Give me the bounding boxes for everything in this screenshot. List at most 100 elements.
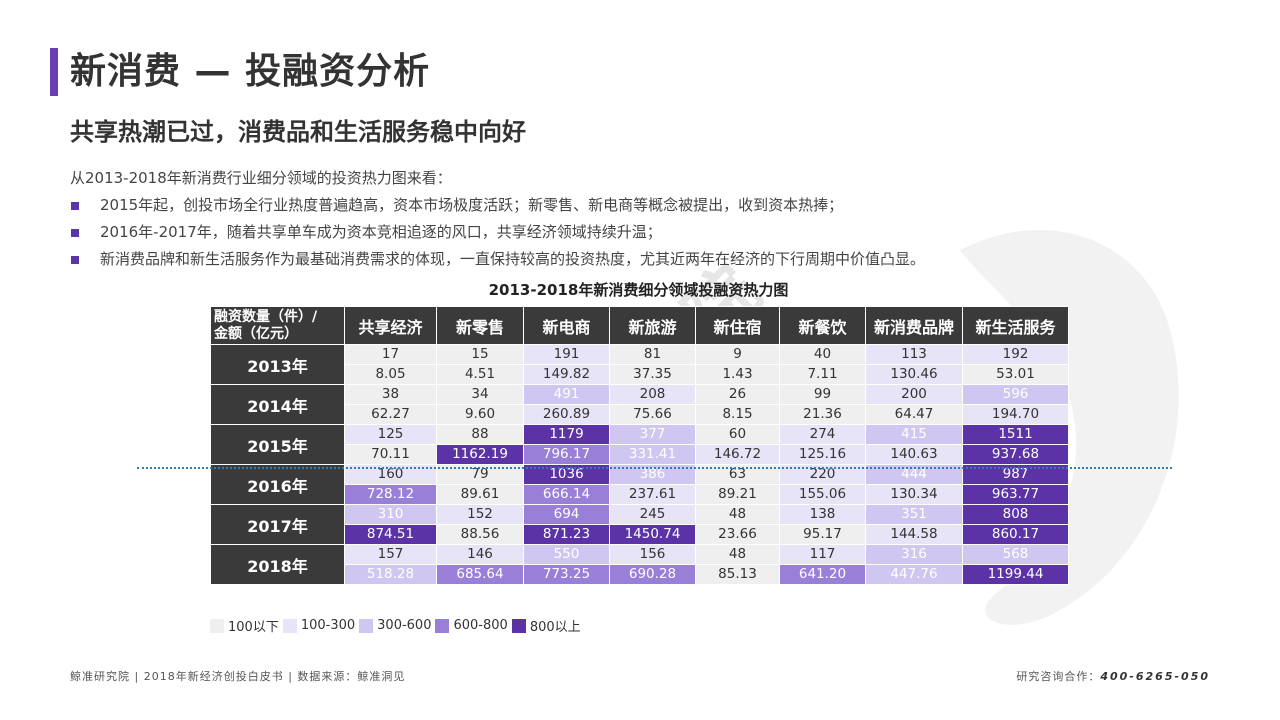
funding-count-cell: 191 — [523, 344, 610, 365]
legend-item: 800以上 — [511, 616, 581, 635]
funding-count-cell: 79 — [436, 464, 524, 485]
year-label: 2014年 — [210, 384, 345, 425]
funding-count-cell: 208 — [609, 384, 696, 405]
year-label: 2013年 — [210, 344, 345, 385]
funding-amount-cell: 37.35 — [609, 364, 696, 385]
funding-amount-cell: 155.06 — [779, 484, 866, 505]
funding-amount-cell: 64.47 — [865, 404, 963, 425]
funding-count-cell: 310 — [344, 504, 437, 525]
heatmap-row: 874.51 88.56 871.23 1450.74 23.66 95.17 144.58… — [211, 524, 1069, 545]
column-header: 新住宿 — [695, 306, 780, 345]
heatmap-row: 2014年 38 34 491 208 26 99 200 596 — [210, 384, 1069, 425]
funding-count-cell: 415 — [865, 424, 963, 445]
bullet-square-icon — [71, 256, 79, 264]
funding-count-cell: 200 — [865, 384, 963, 405]
funding-count-cell: 15 — [436, 344, 524, 365]
legend-label: 600-800 — [453, 618, 508, 633]
funding-amount-cell: 130.46 — [865, 364, 963, 385]
funding-amount-cell: 21.36 — [779, 404, 866, 425]
legend-label: 100以下 — [228, 620, 279, 635]
legend-swatch — [511, 618, 526, 633]
footer-source: 鲸准研究院 | 2018年新经济创投白皮书 | 数据来源：鲸准洞见 — [70, 670, 406, 683]
page-title: 新消费 — 投融资分析 — [70, 51, 431, 92]
funding-amount-cell: 194.70 — [962, 404, 1069, 425]
funding-count-cell: 40 — [779, 344, 866, 365]
heatmap-row: 2015年 125 88 1179 377 60 274 415 1511 — [210, 424, 1069, 465]
legend-swatch — [435, 618, 450, 633]
funding-amount-cell: 237.61 — [609, 484, 696, 505]
funding-count-cell: 192 — [962, 344, 1069, 365]
column-header: 新餐饮 — [779, 306, 866, 345]
funding-amount-cell: 85.13 — [695, 564, 780, 585]
heatmap-header-row: 融资数量（件）/ 金额（亿元） 共享经济 新零售 新电商 新旅游 新住宿 新餐饮… — [210, 306, 1069, 345]
column-header: 新旅游 — [609, 306, 696, 345]
contact-phone: 400-6265-050 — [1100, 670, 1210, 683]
corner-line-2: 金额（亿元） — [214, 325, 298, 342]
heatmap-row: 2013年 17 15 191 81 9 40 113 192 — [210, 344, 1069, 385]
heatmap-row: 728.12 89.61 666.14 237.61 89.21 155.06 130.34… — [211, 484, 1069, 505]
funding-amount-cell: 146.72 — [695, 444, 780, 465]
column-header: 共享经济 — [344, 306, 437, 345]
funding-amount-cell: 89.61 — [436, 484, 524, 505]
funding-count-cell: 351 — [865, 504, 963, 525]
funding-amount-cell: 9.60 — [436, 404, 524, 425]
contact-label: 研究咨询合作： — [1016, 670, 1101, 683]
bullet-list: 2015年起，创投市场全行业热度普遍趋高，资本市场极度活跃；新零售、新电商等概念… — [70, 194, 925, 275]
funding-amount-cell: 23.66 — [695, 524, 780, 545]
page-subtitle: 共享热潮已过，消费品和生活服务稳中向好 — [70, 118, 526, 146]
funding-amount-cell: 53.01 — [962, 364, 1069, 385]
legend-label: 300-600 — [377, 618, 432, 633]
bullet-item: 新消费品牌和新生活服务作为最基础消费需求的体现，一直保持较高的投资热度，尤其近两… — [70, 248, 925, 275]
funding-count-cell: 1036 — [523, 464, 610, 485]
heatmap-corner-header: 融资数量（件）/ 金额（亿元） — [210, 306, 345, 345]
funding-amount-cell: 75.66 — [609, 404, 696, 425]
funding-amount-cell: 149.82 — [523, 364, 610, 385]
funding-amount-cell: 666.14 — [523, 484, 610, 505]
funding-count-cell: 125 — [344, 424, 437, 445]
legend-label: 800以上 — [529, 620, 581, 635]
funding-count-cell: 550 — [523, 544, 610, 565]
legend-item: 100-300 — [282, 618, 356, 633]
legend-swatch — [359, 618, 374, 633]
column-header: 新生活服务 — [962, 306, 1069, 345]
title-accent-bar — [50, 48, 58, 96]
legend-item: 600-800 — [435, 618, 508, 633]
bullet-item: 2015年起，创投市场全行业热度普遍趋高，资本市场极度活跃；新零售、新电商等概念… — [70, 194, 925, 221]
bullet-text: 2015年起，创投市场全行业热度普遍趋高，资本市场极度活跃；新零售、新电商等概念… — [100, 196, 844, 214]
legend-swatch — [282, 618, 297, 633]
legend-swatch — [210, 618, 224, 633]
funding-count-cell: 48 — [695, 544, 780, 565]
funding-amount-cell: 7.11 — [779, 364, 866, 385]
heatmap-row: 2016年 160 79 1036 386 63 220 444 987 — [210, 464, 1069, 505]
funding-amount-cell: 4.51 — [436, 364, 524, 385]
bullet-item: 2016年-2017年，随着共享单车成为资本竞相追逐的风口，共享经济领域持续升温… — [70, 221, 925, 248]
funding-amount-cell: 963.77 — [962, 484, 1069, 505]
funding-amount-cell: 874.51 — [344, 524, 437, 545]
funding-count-cell: 152 — [436, 504, 524, 525]
funding-count-cell: 694 — [523, 504, 610, 525]
year-label: 2015年 — [210, 424, 345, 465]
funding-amount-cell: 1199.44 — [962, 564, 1069, 585]
bullet-square-icon — [71, 202, 79, 210]
funding-amount-cell: 125.16 — [779, 444, 866, 465]
funding-count-cell: 146 — [436, 544, 524, 565]
bullet-text: 2016年-2017年，随着共享单车成为资本竞相追逐的风口，共享经济领域持续升温… — [100, 223, 662, 241]
heatmap-body: 2013年 17 15 191 81 9 40 113 192 8.05 4.51 149.82 37.… — [210, 344, 1069, 585]
funding-amount-cell: 773.25 — [523, 564, 610, 585]
funding-amount-cell: 937.68 — [962, 444, 1069, 465]
funding-count-cell: 9 — [695, 344, 780, 365]
funding-count-cell: 38 — [344, 384, 437, 405]
funding-count-cell: 316 — [865, 544, 963, 565]
heatmap-row: 2017年 310 152 694 245 48 138 351 808 — [210, 504, 1069, 545]
funding-count-cell: 138 — [779, 504, 866, 525]
funding-amount-cell: 62.27 — [344, 404, 437, 425]
funding-amount-cell: 144.58 — [865, 524, 963, 545]
legend-label: 100-300 — [300, 618, 356, 633]
funding-count-cell: 1179 — [523, 424, 610, 445]
funding-amount-cell: 331.41 — [609, 444, 696, 465]
funding-amount-cell: 1162.19 — [436, 444, 524, 465]
footer-contact: 研究咨询合作：400-6265-050 — [1016, 668, 1210, 684]
funding-count-cell: 274 — [779, 424, 866, 445]
funding-amount-cell: 88.56 — [436, 524, 524, 545]
funding-count-cell: 808 — [962, 504, 1069, 525]
